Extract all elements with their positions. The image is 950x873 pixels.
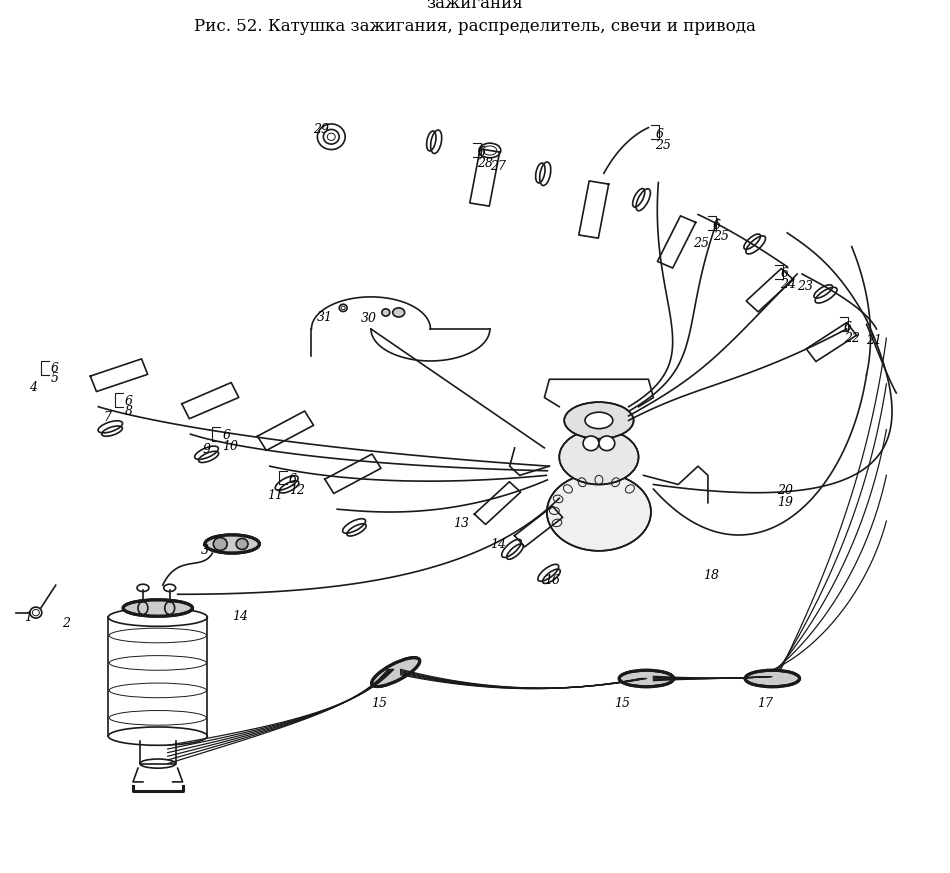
Ellipse shape xyxy=(560,430,638,485)
Text: 7: 7 xyxy=(104,411,111,424)
Text: 30: 30 xyxy=(361,313,377,326)
Text: 6: 6 xyxy=(289,472,296,485)
Text: 29: 29 xyxy=(314,123,330,136)
Text: 13: 13 xyxy=(453,517,469,530)
Ellipse shape xyxy=(564,402,634,439)
Text: 1: 1 xyxy=(24,611,32,624)
Ellipse shape xyxy=(382,309,390,316)
Text: 17: 17 xyxy=(757,697,773,710)
Text: 6: 6 xyxy=(222,429,230,442)
Text: 23: 23 xyxy=(797,280,813,293)
Text: 12: 12 xyxy=(289,484,305,497)
Ellipse shape xyxy=(371,657,420,686)
Ellipse shape xyxy=(745,670,800,687)
Ellipse shape xyxy=(583,436,598,450)
Ellipse shape xyxy=(237,539,248,549)
Text: 24: 24 xyxy=(780,278,796,291)
Text: 14: 14 xyxy=(490,538,505,551)
Text: 3: 3 xyxy=(200,544,208,557)
Text: 9: 9 xyxy=(202,443,210,457)
Text: 27: 27 xyxy=(490,160,505,173)
Text: 25: 25 xyxy=(694,237,709,251)
Ellipse shape xyxy=(214,538,227,550)
Text: 15: 15 xyxy=(614,697,630,710)
Text: 6: 6 xyxy=(656,127,663,141)
Text: 4: 4 xyxy=(28,382,37,394)
Text: 6: 6 xyxy=(125,395,133,408)
Text: 2: 2 xyxy=(62,617,69,630)
Text: 6: 6 xyxy=(844,320,852,333)
Ellipse shape xyxy=(619,670,674,687)
Text: 20: 20 xyxy=(777,485,793,498)
Ellipse shape xyxy=(392,308,405,317)
Text: б: б xyxy=(477,146,484,159)
Text: 14: 14 xyxy=(232,610,248,622)
Text: 11: 11 xyxy=(267,489,283,502)
Text: 5: 5 xyxy=(50,372,59,385)
Ellipse shape xyxy=(585,412,613,429)
Text: 25: 25 xyxy=(712,230,729,243)
Text: 25: 25 xyxy=(656,139,672,152)
Text: 6: 6 xyxy=(50,362,59,375)
Text: 8: 8 xyxy=(125,405,133,418)
Text: 16: 16 xyxy=(544,574,560,588)
Text: 10: 10 xyxy=(222,440,238,453)
Text: 19: 19 xyxy=(777,497,793,509)
Text: 6: 6 xyxy=(712,219,721,232)
Ellipse shape xyxy=(547,473,651,551)
Text: 18: 18 xyxy=(703,568,719,581)
Text: 22: 22 xyxy=(844,332,860,345)
Ellipse shape xyxy=(598,436,615,450)
Text: 21: 21 xyxy=(866,333,883,347)
Text: 15: 15 xyxy=(370,697,387,710)
Text: 31: 31 xyxy=(316,311,332,324)
Text: Рис. 52. Катушка зажигания, распределитель, свечи и привода: Рис. 52. Катушка зажигания, распределите… xyxy=(194,17,756,35)
Ellipse shape xyxy=(205,535,259,553)
Ellipse shape xyxy=(124,600,193,616)
Text: 28: 28 xyxy=(477,157,493,170)
Text: зажигания: зажигания xyxy=(427,0,523,12)
Text: 6: 6 xyxy=(780,266,788,279)
